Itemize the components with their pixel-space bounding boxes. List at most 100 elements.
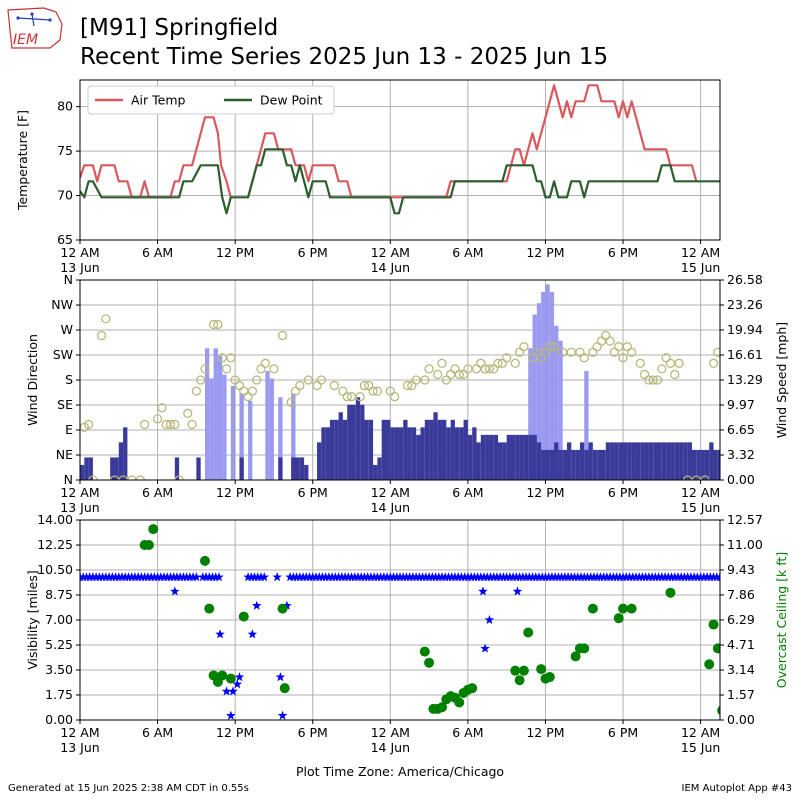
y-axis-label: Wind Direction [25,334,40,426]
x-tick-sublabel: 14 Jun [371,260,410,275]
wind-speed-bar [554,442,559,480]
wind-gust-bar [545,284,550,480]
x-tick-sublabel: 15 Jun [681,260,720,275]
ceiling-point [225,673,236,684]
y2-axis-label: Wind Speed [mph] [774,322,789,438]
y2-tick-label: 12.57 [727,512,763,527]
y-tick-label: S [65,372,73,387]
wind-direction-point [691,475,701,480]
ceiling-point [570,651,581,662]
wind-speed-bar [433,412,438,480]
x-tick-label: 12 AM [681,245,720,260]
wind-direction-point [368,386,378,396]
wind-speed-bar [489,434,494,480]
wind-speed-bar [80,464,85,480]
x-tick-label: 6 AM [452,725,483,740]
wind-speed-bar [342,419,348,480]
wind-speed-bar [670,442,675,480]
wind-direction-point [683,475,693,480]
wind-gust-bar [269,378,274,480]
legend-label-dew-point: Dew Point [260,93,323,108]
wind-speed-bar [407,427,412,480]
wind-speed-bar [463,419,468,480]
wind-speed-bar [390,427,395,480]
y2-tick-label: 3.32 [727,447,755,462]
wind-speed-bar [601,449,606,480]
wind-speed-bar [597,449,602,480]
wind-direction-point [338,386,348,396]
wind-gust-bar [204,348,210,480]
wind-speed-bar [528,434,533,480]
wind-speed-bar [467,434,473,480]
wind-direction-point [359,380,370,391]
wind-direction-point [221,364,232,374]
y-tick-label: 8.75 [45,587,73,602]
ceiling-point [279,683,290,694]
wind-direction-point [101,314,111,324]
ceiling-point [277,603,288,614]
y2-tick-label: 0.00 [727,472,755,487]
ceiling-point [717,705,720,715]
ceiling-point [613,613,624,624]
wind-speed-bar [648,442,654,480]
ceiling-point [204,603,215,614]
wind-direction-point [519,342,529,352]
wind-direction-point [420,375,430,385]
y-tick-label: SE [57,397,73,412]
ceiling-point [579,643,590,654]
wind-gust-bar [239,393,244,480]
ceiling-point [148,524,159,535]
wind-speed-bar [373,464,378,480]
x-tick-label: 6 AM [452,245,483,260]
wind-direction-point [303,375,314,385]
wind-speed-bar [398,427,404,480]
y-tick-label: N [64,472,73,487]
wind-speed-bar [329,419,335,480]
x-tick-label: 12 AM [60,245,99,260]
y-tick-label: 12.25 [37,537,73,552]
ceiling-point [523,627,534,638]
x-tick-label: 12 AM [60,485,99,500]
ceiling-point [665,587,676,598]
visibility-point [214,572,224,582]
wind-speed-bar [791,390,795,480]
wind-speed-bar [84,457,89,480]
ceiling-point [419,646,430,657]
wind-gust-bar [528,348,533,480]
wind-direction-point [545,342,555,352]
wind-direction-point [174,475,184,480]
y-axis-label: Visibility [miles] [25,570,40,669]
app-credit: IEM Autoplot App #43 [681,783,792,794]
wind-speed-bar [610,442,615,480]
visibility-point [215,629,225,639]
y-tick-label: 7.00 [45,612,73,627]
wind-gust-bar [584,370,589,480]
wind-direction-point [372,386,383,396]
wind-direction-point [713,347,720,357]
wind-direction-point [247,386,258,396]
wind-direction-point [200,364,210,374]
ceiling-point [238,611,249,622]
wind-gust-bar [554,325,559,480]
wind-gust-bar [217,355,223,480]
wind-speed-bar [704,449,710,480]
wind-speed-bar [360,404,365,480]
wind-direction-point [389,392,400,402]
wind-direction-point [648,375,658,385]
wind-speed-bar [454,427,460,480]
wind-direction-point [549,342,559,352]
wind-speed-bar [687,442,692,480]
wind-speed-bar [304,464,309,480]
x-tick-label: 12 AM [371,725,410,740]
wind-direction-point [510,358,520,368]
wind-speed-bar [416,434,421,480]
x-tick-label: 12 PM [526,245,564,260]
wind-speed-bar [579,442,585,480]
iem-logo: IEM [7,7,63,49]
wind-speed-bar [123,427,128,480]
wind-direction-point [614,342,624,352]
x-tick-label: 12 AM [681,485,720,500]
ceiling-point [626,603,637,614]
